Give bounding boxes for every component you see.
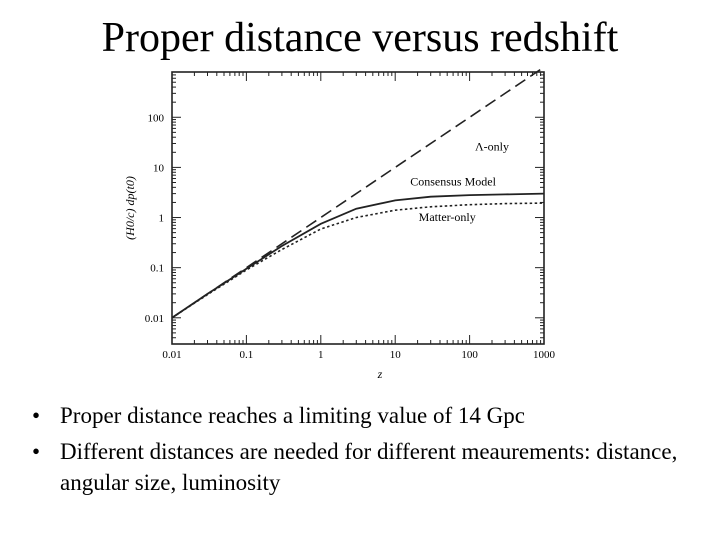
- chart: 0.01 0.1 1 10 100 1000 0.01 0.1 1 10 100 z (H0/c) dp…: [123, 66, 556, 381]
- series-line-consensus-model: [171, 192, 545, 319]
- bullet-marker: •: [32, 403, 41, 428]
- x-tick-label: 1: [318, 349, 324, 361]
- y-axis-label: (H0/c) dp(t0): [123, 176, 137, 240]
- y-tick-label: 100: [148, 112, 165, 124]
- series-label: Consensus Model: [410, 175, 496, 189]
- bullet-text: Different distances are needed for diffe…: [60, 439, 678, 495]
- x-tick-label: 100: [461, 349, 478, 361]
- y-tick-label: 1: [159, 213, 165, 225]
- bullet-marker: •: [32, 439, 41, 464]
- x-tick-label: 0.01: [162, 349, 181, 361]
- slide-title: Proper distance versus redshift: [101, 15, 619, 61]
- bullet-text: Proper distance reaches a limiting value…: [60, 403, 525, 428]
- y-tick-label: 10: [153, 162, 165, 174]
- x-tick-label: 1000: [533, 349, 556, 361]
- bullet-item: • Different distances are needed for dif…: [32, 436, 712, 498]
- series-line-matter-only: [171, 202, 545, 319]
- bullet-item: • Proper distance reaches a limiting val…: [32, 400, 712, 431]
- y-tick-label: 0.01: [145, 313, 164, 325]
- bullet-list: • Proper distance reaches a limiting val…: [32, 400, 712, 503]
- x-tick-label: 10: [390, 349, 402, 361]
- x-tick-label: 0.1: [240, 349, 254, 361]
- y-tick-label: 0.1: [150, 263, 164, 275]
- series-label: Λ-only: [475, 140, 509, 154]
- series-label: Matter-only: [419, 210, 476, 224]
- x-axis-label: z: [377, 367, 383, 381]
- plot-frame: [171, 71, 545, 345]
